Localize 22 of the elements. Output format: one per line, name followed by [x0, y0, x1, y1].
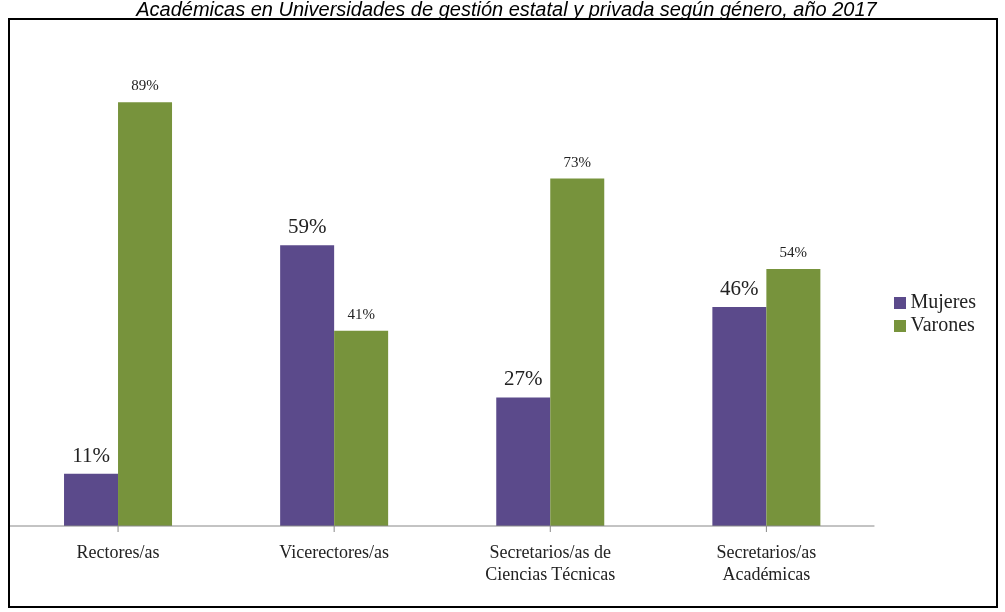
bar — [496, 397, 551, 526]
bar — [334, 330, 389, 526]
data-label: 11% — [72, 442, 110, 467]
x-tick-label: Secretarios/as Académicas — [716, 542, 817, 584]
bar — [64, 473, 119, 526]
bar — [118, 102, 173, 526]
data-label: 59% — [287, 214, 327, 239]
data-label: 89% — [131, 77, 159, 94]
bar — [712, 307, 767, 526]
data-label: 27% — [504, 366, 543, 391]
x-tick-label: Rectores/as — [76, 542, 160, 562]
x-tick-label: Vicerectores/as — [279, 542, 390, 562]
data-label: 73% — [563, 153, 591, 170]
bar — [280, 245, 335, 526]
bar — [766, 268, 821, 526]
legend-label: Mujeres — [910, 290, 976, 312]
data-label: 41% — [347, 305, 375, 322]
x-tick-label: Secretarios/as de Ciencias Técnicas — [485, 542, 616, 584]
legend-label: Varones — [910, 313, 975, 335]
bar — [550, 178, 605, 526]
data-label: 46% — [720, 276, 759, 301]
data-label: 54% — [779, 243, 808, 260]
